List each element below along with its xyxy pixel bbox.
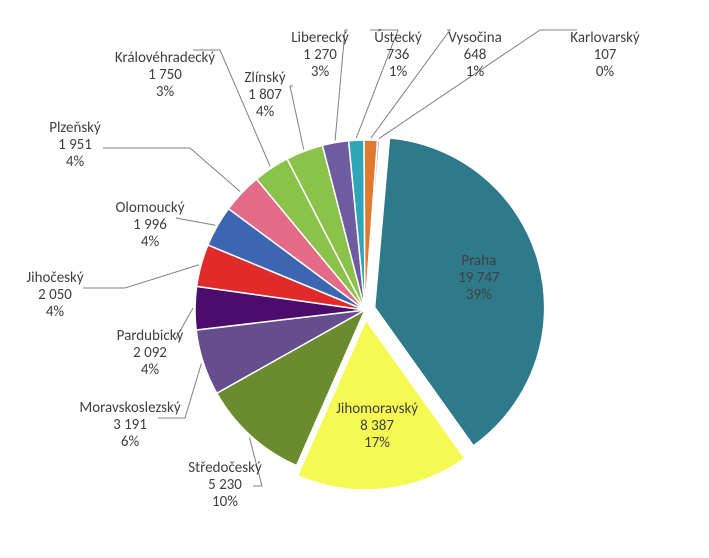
leader-line	[335, 30, 348, 141]
leader-line	[176, 218, 215, 225]
pie-chart-container: Praha19 74739%Jihomoravský8 38717%Středo…	[0, 0, 709, 558]
leader-line	[193, 50, 270, 166]
leader-line	[356, 30, 398, 138]
pie-chart-svg	[0, 0, 709, 558]
leader-line	[176, 308, 193, 338]
leader-line	[371, 30, 450, 138]
leader-line	[158, 363, 201, 418]
leader-line	[379, 30, 577, 139]
leader-line	[103, 148, 240, 192]
leader-line	[290, 86, 304, 149]
leader-line	[83, 265, 199, 288]
